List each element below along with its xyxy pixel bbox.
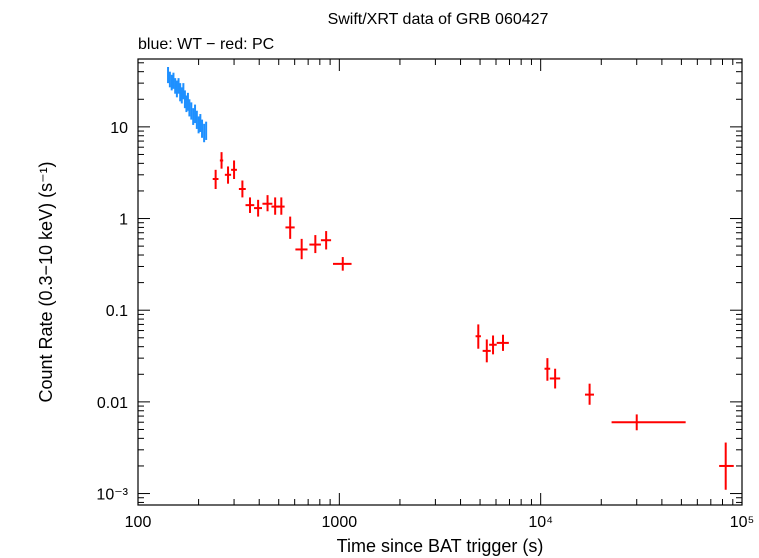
- pc-data-point: [475, 324, 481, 349]
- wt-data-point: [201, 119, 204, 138]
- pc-data-point: [549, 368, 561, 389]
- y-tick-label: 10: [110, 120, 128, 137]
- wt-data-point: [199, 114, 202, 132]
- y-tick-label: 0.01: [97, 395, 128, 412]
- pc-data-point: [277, 197, 285, 215]
- chart-title: Swift/XRT data of GRB 060427: [328, 11, 549, 28]
- pc-data-point: [271, 197, 279, 215]
- x-tick-label: 10⁴: [528, 514, 553, 531]
- wt-data-point: [203, 123, 206, 143]
- x-tick-label: 100: [125, 514, 152, 531]
- y-tick-label: 1: [119, 212, 128, 229]
- wt-data-point: [172, 72, 175, 89]
- pc-data-point: [262, 195, 273, 212]
- x-tick-label: 1000: [322, 514, 358, 531]
- wt-data-point: [168, 71, 171, 88]
- pc-data-point: [489, 335, 497, 355]
- wt-data-point: [174, 78, 177, 94]
- wt-data-point: [192, 108, 195, 125]
- pc-data-point: [238, 180, 246, 198]
- y-axis-label: Count Rate (0.3−10 keV) (s⁻¹): [36, 161, 56, 402]
- wt-data-point: [188, 99, 191, 117]
- wt-data-point: [182, 83, 185, 100]
- plot-frame: [137, 58, 743, 506]
- wt-data-point: [195, 110, 198, 129]
- data-points: [167, 66, 734, 490]
- pc-data-point: [254, 199, 263, 217]
- pc-data-point: [295, 238, 308, 260]
- wt-data-point: [180, 87, 183, 104]
- wt-data-point: [205, 121, 208, 140]
- y-tick-label: 10⁻³: [96, 487, 128, 504]
- pc-data-point: [482, 339, 491, 363]
- pc-data-point: [219, 152, 224, 169]
- pc-data-point: [212, 169, 219, 190]
- axis-ticks: 100 1000 10⁴ 10⁵ 10⁻³ 0.01 0.1 1 10: [96, 59, 754, 531]
- wt-data-point: [194, 104, 197, 124]
- pc-data-point: [584, 383, 594, 405]
- pc-data-point: [245, 197, 255, 213]
- pc-data-point: [719, 442, 734, 490]
- pc-data-point: [496, 334, 509, 351]
- pc-data-point: [611, 414, 686, 431]
- wt-data-point: [190, 102, 193, 120]
- pc-data-point: [285, 216, 295, 239]
- x-axis-label: Time since BAT trigger (s): [337, 536, 544, 556]
- y-tick-label: 0.1: [106, 303, 128, 320]
- x-tick-label: 10⁵: [730, 514, 754, 531]
- pc-data-point: [224, 166, 232, 184]
- plot-frame-group: [137, 58, 743, 506]
- pc-data-point: [320, 231, 332, 250]
- wt-data-point: [183, 90, 186, 109]
- pc-data-point: [309, 235, 321, 254]
- wt-data-point: [185, 95, 188, 113]
- wt-data-point: [167, 66, 170, 84]
- wt-data-point: [186, 92, 189, 111]
- wt-data-point: [170, 74, 173, 91]
- wt-data-point: [175, 80, 178, 98]
- pc-data-point: [231, 160, 237, 179]
- pc-data-point: [332, 257, 352, 271]
- pc-data-point: [544, 358, 551, 381]
- chart-subtitle: blue: WT − red: PC: [138, 36, 274, 53]
- wt-data-point: [177, 78, 180, 94]
- wt-data-point: [197, 116, 200, 134]
- wt-data-point: [179, 83, 182, 102]
